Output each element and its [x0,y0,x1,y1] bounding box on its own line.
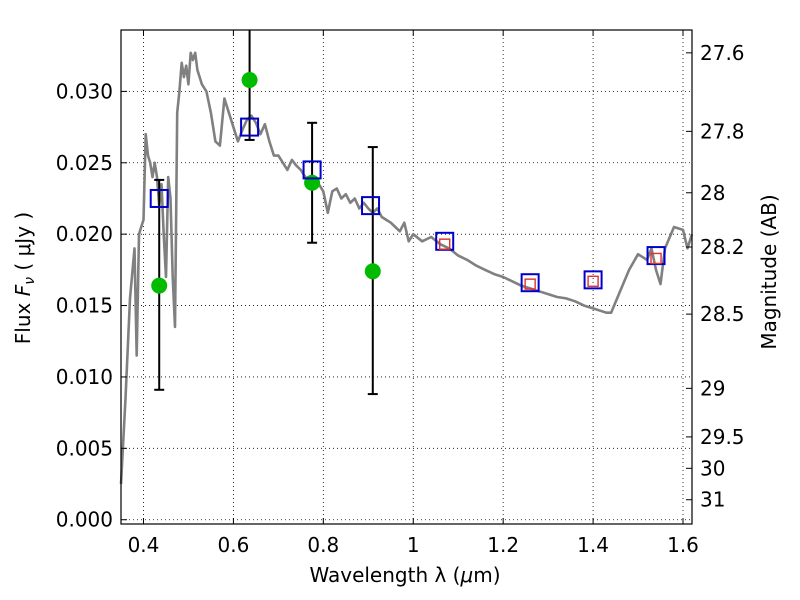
x-tick-label: 0.8 [307,533,339,557]
x-tick-label: 0.4 [128,533,160,557]
y2-tick-label: 28.5 [700,302,745,326]
y-tick-label: 0.025 [56,151,113,175]
model-photometry-square [240,117,260,137]
nir-point-square [650,252,662,265]
y2-tick-label: 27.6 [700,41,745,65]
nir-point-square [587,275,599,287]
x-tick-label: 1 [407,533,420,557]
y-tick-label: 0.030 [56,79,113,103]
y2-tick-label: 31 [700,488,725,512]
y2-tick-label: 28 [700,181,725,205]
y2-tick-label: 30 [700,456,725,480]
model-photometry-square [302,160,322,180]
nir-point-square [439,238,451,250]
y-tick-label: 0.010 [56,365,113,389]
y-tick-label: 0.015 [56,294,113,318]
marker-layer [149,71,666,294]
x-tick-label: 0.6 [217,533,249,557]
x-tick-label: 1.4 [577,533,609,557]
y-tick-labels: 0.000 0.005 0.010 0.015 0.020 0.025 0.030 [56,79,113,531]
y-tick-label: 0.000 [56,508,113,532]
observed-flux-point [364,263,381,280]
y2-tick-label: 28.2 [700,235,745,259]
y2-tick-labels: 27.6 27.8 28 28.2 28.5 29 29.5 30 31 [700,41,745,512]
nir-point-square [524,278,536,290]
y2-tick-label: 27.8 [700,119,745,143]
y2-tick-label: 29.5 [700,425,745,449]
y2-tick-label: 29 [700,376,725,400]
observed-flux-point [241,71,258,88]
model-photometry-square [583,270,603,290]
model-photometry-square [149,188,169,208]
model-photometry-square [361,196,381,216]
y2-axis-title: Magnitude (AB) [757,194,781,349]
y-tick-label: 0.020 [56,222,113,246]
axis-ticks [121,30,692,524]
observed-flux-point [304,174,321,191]
plot-frame [120,29,693,525]
x-tick-label: 1.6 [667,533,699,557]
y-tick-label: 0.005 [56,436,113,460]
observed-flux-point [151,277,168,294]
x-tick-label: 1.2 [487,533,519,557]
x-tick-labels: 0.4 0.6 0.8 1 1.2 1.4 1.6 [128,533,699,557]
y-axis-title: Flux Fν ( μJy ) [11,212,38,344]
model-photometry-square [520,273,540,293]
x-axis-title: Wavelength λ (μm) [309,563,500,587]
